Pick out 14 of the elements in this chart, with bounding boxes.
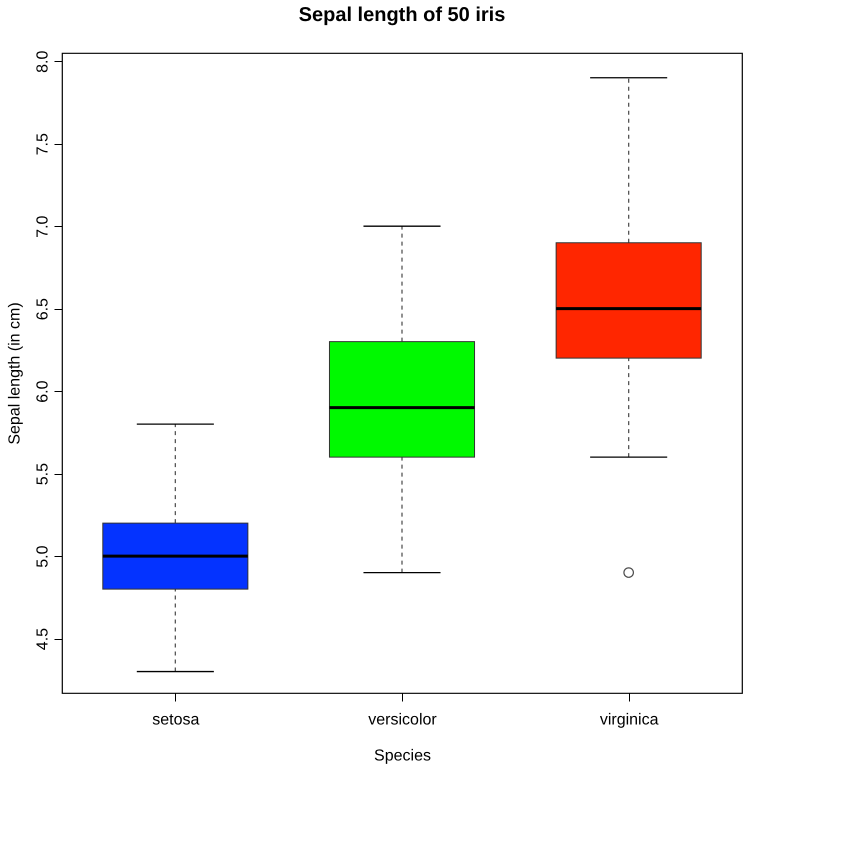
y-tick-label: 7.0 (34, 215, 52, 238)
y-tick-label: 6.0 (34, 380, 52, 403)
y-tick-label: 8.0 (34, 50, 52, 73)
x-tick-label: virginica (600, 712, 659, 728)
chart-title: Sepal length of 50 iris (298, 4, 506, 26)
y-axis-title: Sepal length (in cm) (6, 302, 24, 445)
x-axis-title: Species (374, 748, 431, 764)
x-tick-label: versicolor (368, 712, 438, 728)
y-tick-label: 7.5 (34, 133, 52, 156)
y-tick-label: 6.5 (34, 298, 52, 320)
y-tick-label: 5.5 (34, 462, 52, 486)
y-tick-label: 4.5 (34, 628, 52, 650)
y-tick-label: 5.0 (34, 545, 52, 568)
x-tick-label: setosa (152, 712, 200, 728)
